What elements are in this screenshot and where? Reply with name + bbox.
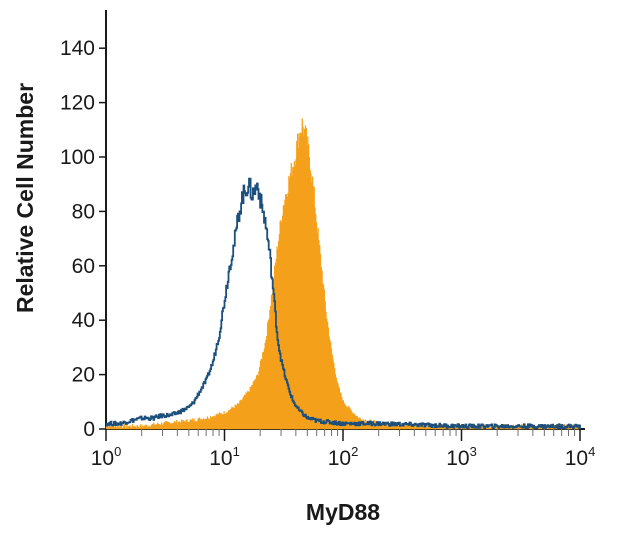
ticks: 0 20 40 60 80 100 120 140 100 101 102 103 104 [60,37,595,470]
x-tick-label: 101 [209,444,240,470]
axis-labels: MyD88 Relative Cell Number [12,83,380,525]
y-tick-label: 120 [60,92,95,115]
x-tick-label: 102 [328,444,359,470]
x-axis-title: MyD88 [306,499,380,525]
y-tick-label: 0 [83,418,95,441]
axes [105,10,585,430]
x-tick-label: 104 [565,444,596,470]
x-tick-label: 100 [91,444,122,470]
y-tick-label: 20 [72,364,95,387]
y-tick-label: 80 [72,200,95,223]
y-tick-label: 100 [60,146,95,169]
y-tick-label: 140 [60,37,95,60]
y-tick-label: 40 [72,309,95,332]
series-line-histogram [105,177,581,430]
series-filled-histogram [105,118,581,430]
y-axis-title: Relative Cell Number [12,83,38,313]
y-tick-label: 60 [72,255,95,278]
series-layer [105,118,581,430]
x-tick-label: 103 [446,444,477,470]
